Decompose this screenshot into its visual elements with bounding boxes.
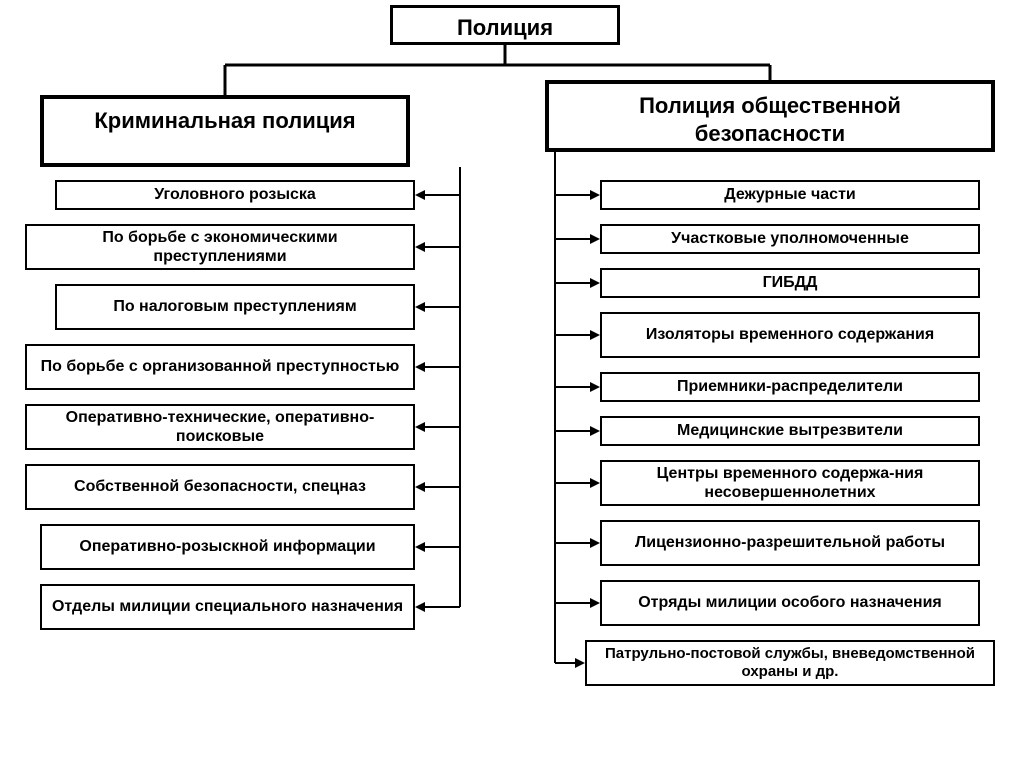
item-label: Отряды милиции особого назначения xyxy=(638,593,942,612)
item-label: Медицинские вытрезвители xyxy=(677,421,903,440)
branch-title-public: Полиция общественной безопасности xyxy=(545,80,995,152)
item-label: Оперативно-технические, оперативно-поиск… xyxy=(35,408,405,446)
item-criminal-0: Уголовного розыска xyxy=(55,180,415,210)
item-criminal-3: По борьбе с организованной преступностью xyxy=(25,344,415,390)
item-label: Изоляторы временного содержания xyxy=(646,325,934,344)
item-public-8: Отряды милиции особого назначения xyxy=(600,580,980,626)
root-label: Полиция xyxy=(457,15,553,40)
item-label: Приемники-распределители xyxy=(677,377,903,396)
item-label: По борьбе с экономическими преступлениям… xyxy=(35,228,405,266)
item-label: ГИБДД xyxy=(763,273,818,292)
item-public-4: Приемники-распределители xyxy=(600,372,980,402)
item-label: По борьбе с организованной преступностью xyxy=(41,357,400,376)
item-label: Центры временного содержа-ния несовершен… xyxy=(610,464,970,502)
item-criminal-1: По борьбе с экономическими преступлениям… xyxy=(25,224,415,270)
item-public-7: Лицензионно-разрешительной работы xyxy=(600,520,980,566)
item-public-2: ГИБДД xyxy=(600,268,980,298)
item-public-6: Центры временного содержа-ния несовершен… xyxy=(600,460,980,506)
item-public-5: Медицинские вытрезвители xyxy=(600,416,980,446)
item-label: Отделы милиции специального назначения xyxy=(52,597,403,616)
branch-title-label: Криминальная полиция xyxy=(94,108,355,133)
item-label: Лицензионно-разрешительной работы xyxy=(635,533,945,552)
item-criminal-4: Оперативно-технические, оперативно-поиск… xyxy=(25,404,415,450)
item-criminal-5: Собственной безопасности, спецназ xyxy=(25,464,415,510)
item-public-9: Патрульно-постовой службы, вневедомствен… xyxy=(585,640,995,686)
item-public-3: Изоляторы временного содержания xyxy=(600,312,980,358)
branch-title-criminal: Криминальная полиция xyxy=(40,95,410,167)
item-criminal-7: Отделы милиции специального назначения xyxy=(40,584,415,630)
branch-title-label: Полиция общественной безопасности xyxy=(639,93,901,146)
item-label: Оперативно-розыскной информации xyxy=(79,537,375,556)
item-public-1: Участковые уполномоченные xyxy=(600,224,980,254)
item-label: Участковые уполномоченные xyxy=(671,229,909,248)
item-label: Патрульно-постовой службы, вневедомствен… xyxy=(595,645,985,681)
item-label: Уголовного розыска xyxy=(154,185,316,204)
item-label: Собственной безопасности, спецназ xyxy=(74,477,366,496)
item-criminal-2: По налоговым преступлениям xyxy=(55,284,415,330)
root-node: Полиция xyxy=(390,5,620,45)
item-label: Дежурные части xyxy=(724,185,856,204)
item-public-0: Дежурные части xyxy=(600,180,980,210)
item-label: По налоговым преступлениям xyxy=(113,297,356,316)
item-criminal-6: Оперативно-розыскной информации xyxy=(40,524,415,570)
